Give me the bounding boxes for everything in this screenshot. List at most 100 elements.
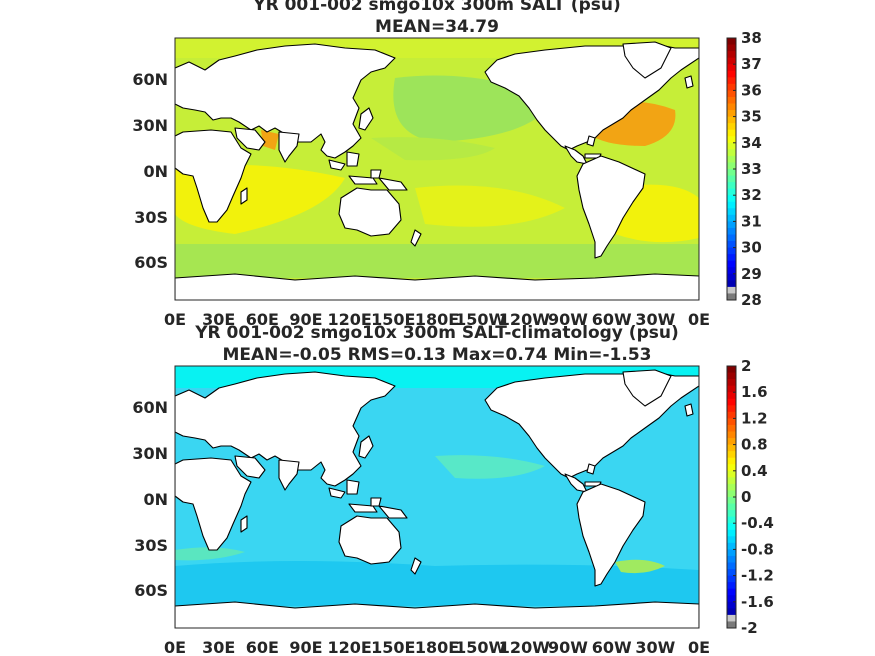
brazil-malvinas-pos: [615, 559, 665, 574]
southern-ocean-band: [175, 244, 699, 278]
panel2-map: [175, 366, 699, 628]
panel1-ytick: 30N: [132, 116, 168, 135]
panel1-subtitle: MEAN=34.79: [375, 17, 499, 37]
colorbar-tick-label: 37: [741, 55, 762, 73]
colorbar-swatch: [727, 201, 736, 209]
panel2-ytick: 30N: [132, 444, 168, 463]
colorbar-swatch: [727, 379, 736, 387]
colorbar-swatch: [727, 129, 736, 137]
colorbar-swatch: [727, 149, 736, 157]
x-tick-label: 150E: [371, 638, 415, 656]
x-tick-label: 150E: [371, 310, 415, 329]
colorbar-swatch: [727, 214, 736, 222]
colorbar-swatch: [727, 188, 736, 196]
colorbar-swatch: [727, 503, 736, 511]
colorbar-swatch: [727, 562, 736, 570]
x-tick-label: 150W: [455, 638, 506, 656]
colorbar-swatch: [727, 260, 736, 268]
colorbar-swatch: [727, 280, 736, 288]
panel2-subtitle: MEAN=-0.05 RMS=0.13 Max=0.74 Min=-1.53: [223, 345, 652, 365]
panel-salinity-anomaly: YR 001-002 smgo10x 300m SALT-climatology…: [132, 323, 773, 656]
red-sea-high: [261, 130, 279, 150]
x-tick-label: 60E: [246, 310, 279, 329]
colorbar-tick-label: 32: [741, 186, 762, 204]
panel2-ytick: 30S: [134, 536, 168, 555]
colorbar-tick-label: 0: [741, 488, 751, 506]
colorbar-swatch: [727, 273, 736, 281]
colorbar-swatch: [727, 431, 736, 439]
colorbar-swatch: [727, 175, 736, 183]
colorbar-swatch: [727, 490, 736, 498]
colorbar-swatch: [727, 575, 736, 583]
colorbar-swatch: [727, 477, 736, 485]
x-tick-label: 30W: [635, 310, 675, 329]
colorbar-swatch: [727, 444, 736, 452]
agulhas-pos: [175, 547, 245, 561]
colorbar-swatch: [727, 438, 736, 446]
panel1-ytick: 0N: [143, 162, 168, 181]
colorbar-swatch: [727, 83, 736, 91]
colorbar-swatch: [727, 195, 736, 203]
colorbar-tick-label: 33: [741, 160, 762, 178]
x-tick-label: 150W: [455, 310, 506, 329]
x-tick-label: 120W: [499, 310, 550, 329]
s-atlantic-high: [615, 184, 699, 243]
colorbar-swatch: [727, 405, 736, 413]
colorbar-swatch: [727, 595, 736, 603]
x-tick-label: 180E: [415, 638, 459, 656]
x-tick-label: 0E: [688, 638, 710, 656]
x-tick-label: 0E: [164, 638, 186, 656]
colorbar-swatch: [727, 169, 736, 177]
colorbar-swatch: [727, 549, 736, 557]
x-tick-label: 90E: [289, 310, 322, 329]
colorbar-swatch: [727, 392, 736, 400]
colorbar-swatch: [727, 601, 736, 609]
panel2-frame: [174, 365, 700, 629]
x-tick-label: 30E: [202, 638, 235, 656]
colorbar-swatch: [727, 529, 736, 537]
colorbar-tick-label: -0.4: [741, 514, 774, 532]
panel1-colorbar: 38 37 36 35 34 33 32 31 30 29 28: [726, 29, 762, 309]
x-tick-label: 30E: [202, 310, 235, 329]
southern-ocean-fresh: [175, 561, 699, 606]
panel-salinity: YR 001-002 smgo10x 300m SALT (psu) MEAN=…: [132, 0, 762, 329]
x-tick-label: 120W: [499, 638, 550, 656]
colorbar-tick-label: 2: [741, 357, 751, 375]
x-tick-label: 120E: [328, 310, 372, 329]
colorbar-swatch: [727, 70, 736, 78]
x-tick-label: 90E: [289, 638, 322, 656]
colorbar-swatch: [727, 267, 736, 275]
colorbar-swatch: [727, 451, 736, 459]
colorbar-swatch: [727, 614, 736, 622]
panel2-ytick: 60N: [132, 398, 168, 417]
colorbar-swatch: [727, 77, 736, 85]
colorbar-swatch: [727, 293, 736, 301]
colorbar-swatch: [727, 208, 736, 216]
colorbar-swatch: [727, 123, 736, 131]
colorbar-tick-label: 0.4: [741, 462, 768, 480]
colorbar-swatch: [727, 221, 736, 229]
colorbar-swatch: [727, 608, 736, 616]
colorbar-swatch: [727, 182, 736, 190]
x-tick-label: 0E: [164, 310, 186, 329]
colorbar-swatch: [727, 96, 736, 104]
colorbar-tick-label: 30: [741, 239, 762, 257]
colorbar-swatch: [727, 510, 736, 518]
colorbar-tick-label: 34: [741, 134, 762, 152]
colorbar-swatch: [727, 116, 736, 124]
colorbar-swatch: [727, 464, 736, 472]
colorbar-swatch: [727, 64, 736, 72]
colorbar-tick-label: 35: [741, 108, 762, 126]
colorbar-swatch: [727, 103, 736, 111]
colorbar-tick-label: 36: [741, 81, 762, 99]
colorbar-swatch: [727, 536, 736, 544]
colorbar-tick-label: 1.6: [741, 383, 768, 401]
colorbar-swatch: [727, 483, 736, 491]
colorbar-swatch: [727, 621, 736, 629]
colorbar-tick-label: -1.2: [741, 567, 774, 585]
colorbar-swatch: [727, 457, 736, 465]
colorbar-swatch: [727, 136, 736, 144]
colorbar-swatch: [727, 523, 736, 531]
